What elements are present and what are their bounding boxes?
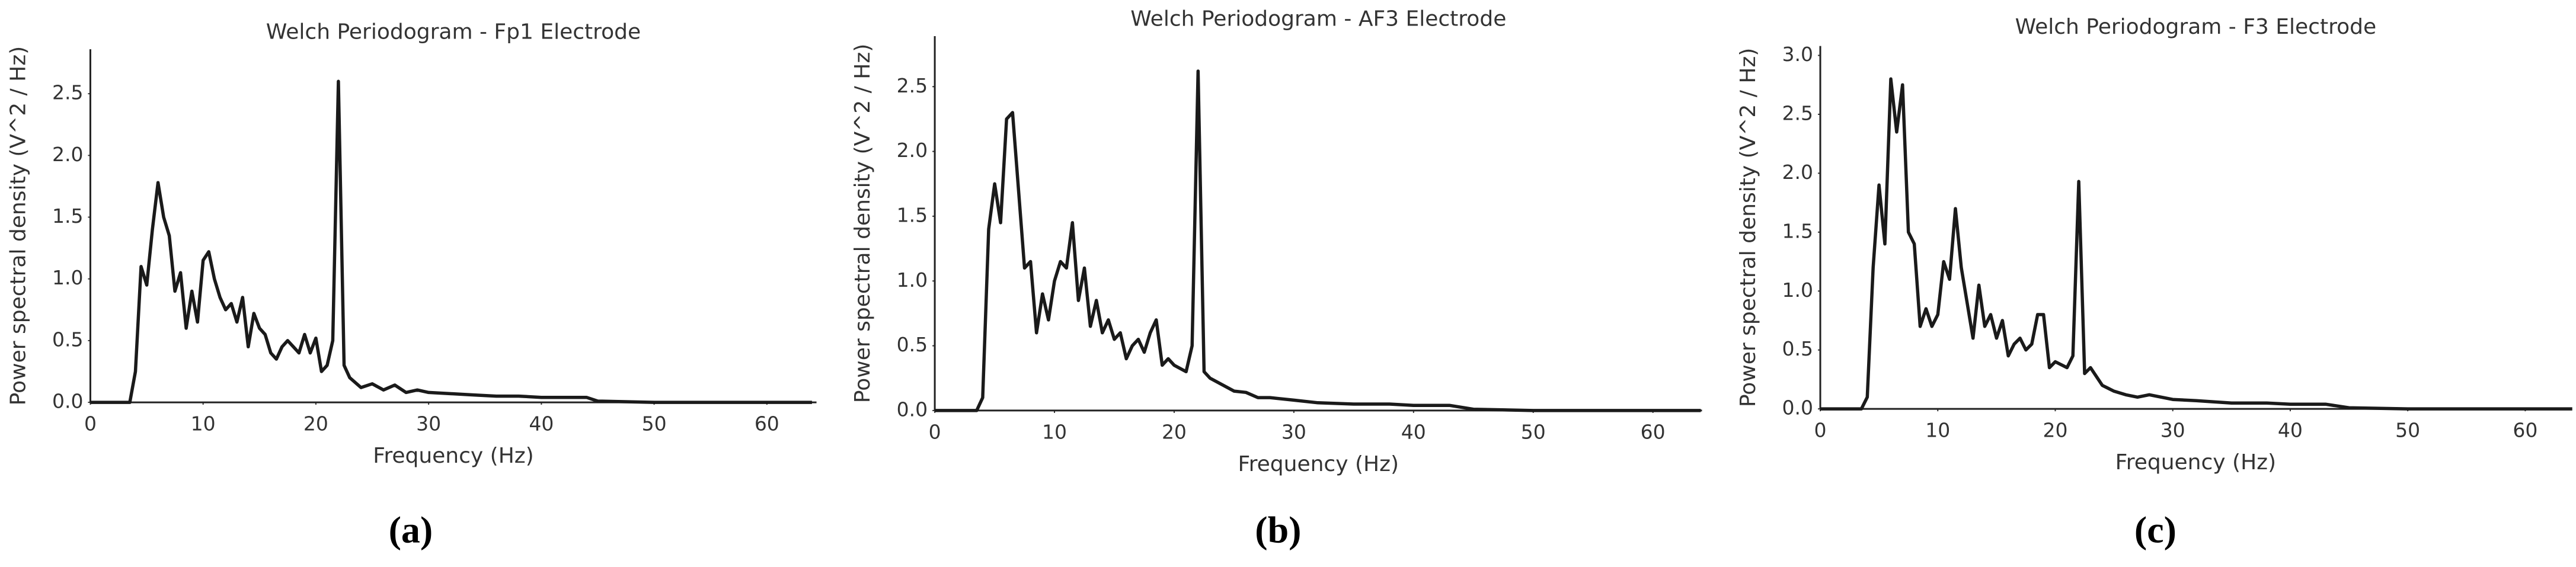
x-tick-label: 50 [642,412,667,435]
y-tick-label: 3.0 [1782,43,1813,66]
x-tick-label: 20 [2043,419,2067,442]
caption: (c) [2134,508,2177,550]
x-tick-label: 50 [2395,419,2420,442]
x-axis-label: Frequency (Hz) [2115,450,2276,475]
y-tick-label: 0.0 [897,398,928,421]
y-tick-label: 1.0 [52,266,83,289]
y-axis-label: Power spectral density (V^2 / Hz) [1736,48,1760,407]
x-tick-label: 60 [1641,420,1666,443]
x-tick-label: 60 [2513,419,2537,442]
x-tick-label: 10 [191,412,216,435]
x-tick-label: 60 [755,412,779,435]
y-tick-label: 1.0 [897,268,928,291]
x-tick-label: 40 [2278,419,2303,442]
x-tick-label: 30 [416,412,441,435]
y-tick-label: 2.0 [897,139,928,162]
x-tick-label: 0 [929,420,941,443]
x-axis-label: Frequency (Hz) [1238,452,1399,476]
y-tick-label: 2.0 [52,143,83,166]
x-tick-label: 0 [1814,419,1827,442]
x-tick-label: 10 [1925,419,1950,442]
x-tick-label: 40 [529,412,554,435]
psd-line [935,69,1701,412]
x-tick-label: 50 [1521,420,1546,443]
chart-title: Welch Periodogram - F3 Electrode [2015,15,2377,39]
y-tick-label: 0.5 [52,328,83,351]
psd-line [90,79,812,404]
y-tick-label: 0.0 [52,390,83,413]
y-tick-label: 0.5 [1782,337,1813,360]
y-tick-label: 1.5 [897,203,928,226]
y-tick-label: 0.5 [897,333,928,356]
x-tick-label: 20 [1162,420,1187,443]
y-tick-label: 2.5 [897,74,928,97]
caption: (a) [389,508,433,550]
x-tick-label: 40 [1401,420,1426,443]
x-tick-label: 30 [1281,420,1306,443]
y-tick-label: 2.5 [52,81,83,104]
y-tick-label: 1.0 [1782,278,1813,302]
x-tick-label: 30 [2160,419,2185,442]
psd-line [1820,77,2572,411]
chart-title: Welch Periodogram - Fp1 Electrode [266,20,641,44]
chart-title: Welch Periodogram - AF3 Electrode [1130,7,1506,31]
y-tick-label: 1.5 [52,204,83,228]
x-axis-label: Frequency (Hz) [373,444,533,468]
x-tick-label: 10 [1042,420,1067,443]
caption: (b) [1255,508,1301,550]
x-tick-label: 20 [303,412,328,435]
y-tick-label: 2.0 [1782,161,1813,184]
y-tick-label: 2.5 [1782,101,1813,124]
y-tick-label: 0.0 [1782,396,1813,419]
y-axis-label: Power spectral density (V^2 / Hz) [851,44,875,403]
y-tick-label: 1.5 [1782,219,1813,242]
y-axis-label: Power spectral density (V^2 / Hz) [6,46,30,405]
x-tick-label: 0 [84,412,97,435]
